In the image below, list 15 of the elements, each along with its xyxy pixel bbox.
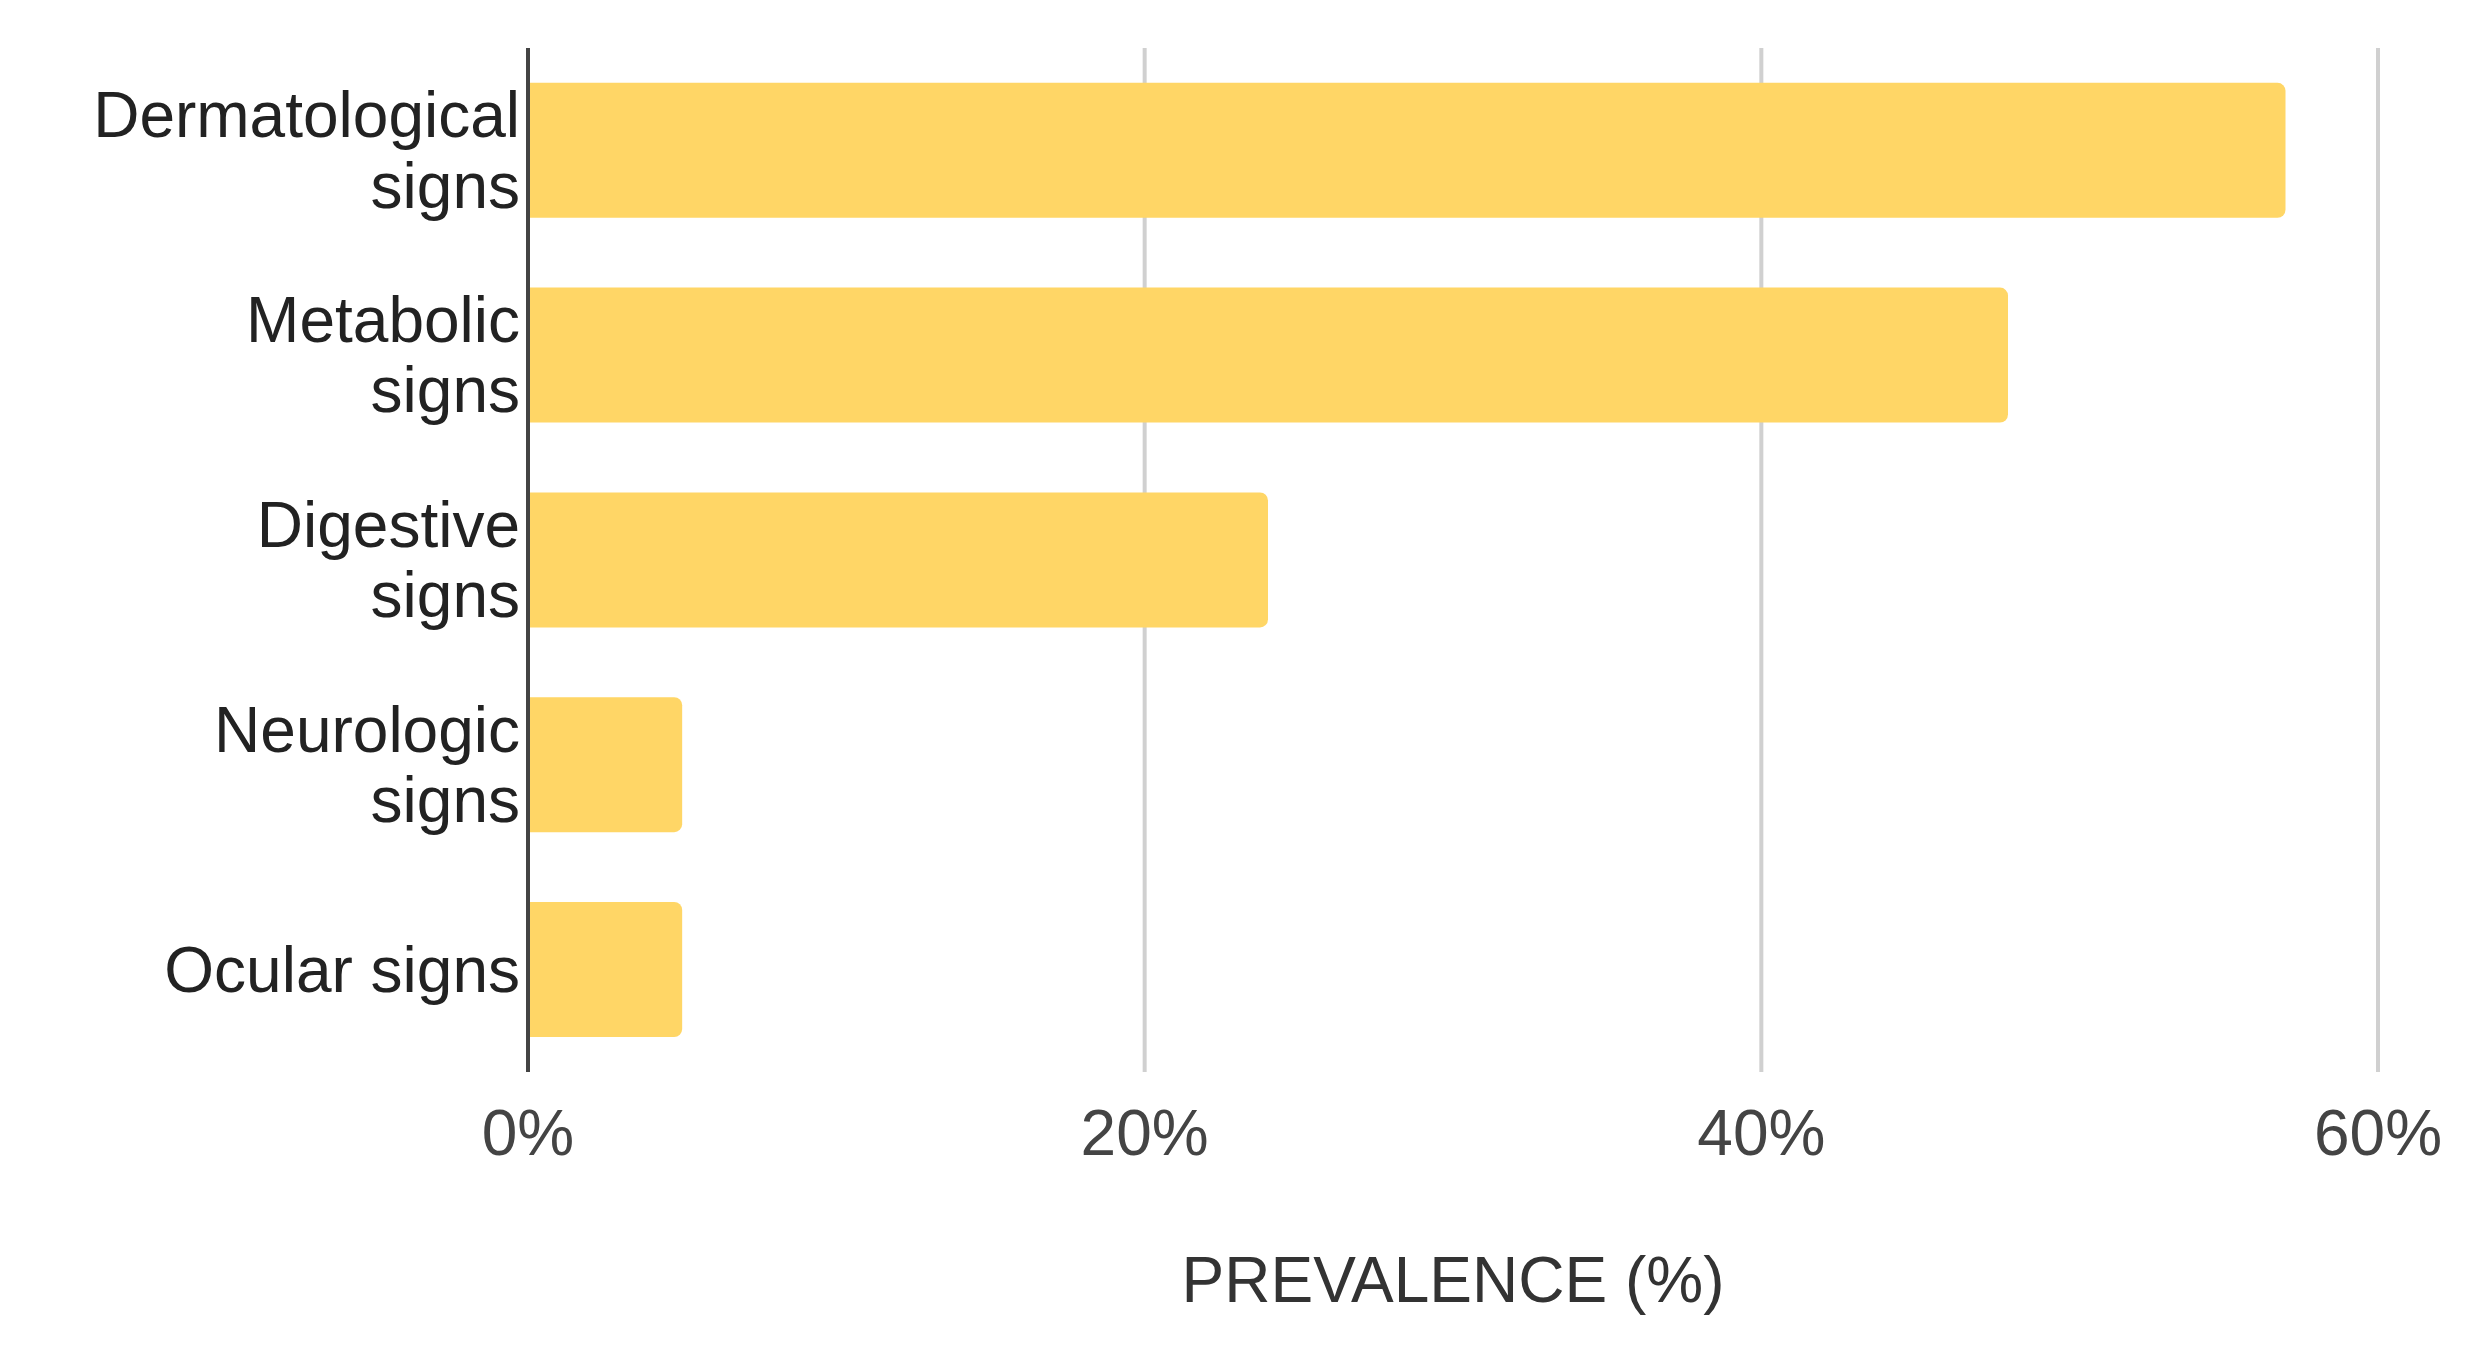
bar <box>528 492 1268 628</box>
bar <box>528 697 683 833</box>
y-tick-label: Neurologic signs <box>214 693 520 836</box>
x-axis-title: PREVALENCE (%) <box>1181 1244 1725 1316</box>
x-tick-label: 20% <box>1080 1097 1209 1170</box>
x-tick-label: 40% <box>1697 1097 1826 1170</box>
y-tick-label: Ocular signs <box>164 933 520 1006</box>
bar <box>528 287 2008 423</box>
x-tick-label: 0% <box>481 1097 575 1170</box>
bar <box>528 82 2286 218</box>
y-tick-label: Dermatological signs <box>93 79 520 222</box>
y-tick-label: Metabolic signs <box>246 284 520 427</box>
x-tick-label: 60% <box>2313 1097 2443 1170</box>
y-tick-label: Digestive signs <box>256 488 520 632</box>
bar <box>528 902 683 1038</box>
